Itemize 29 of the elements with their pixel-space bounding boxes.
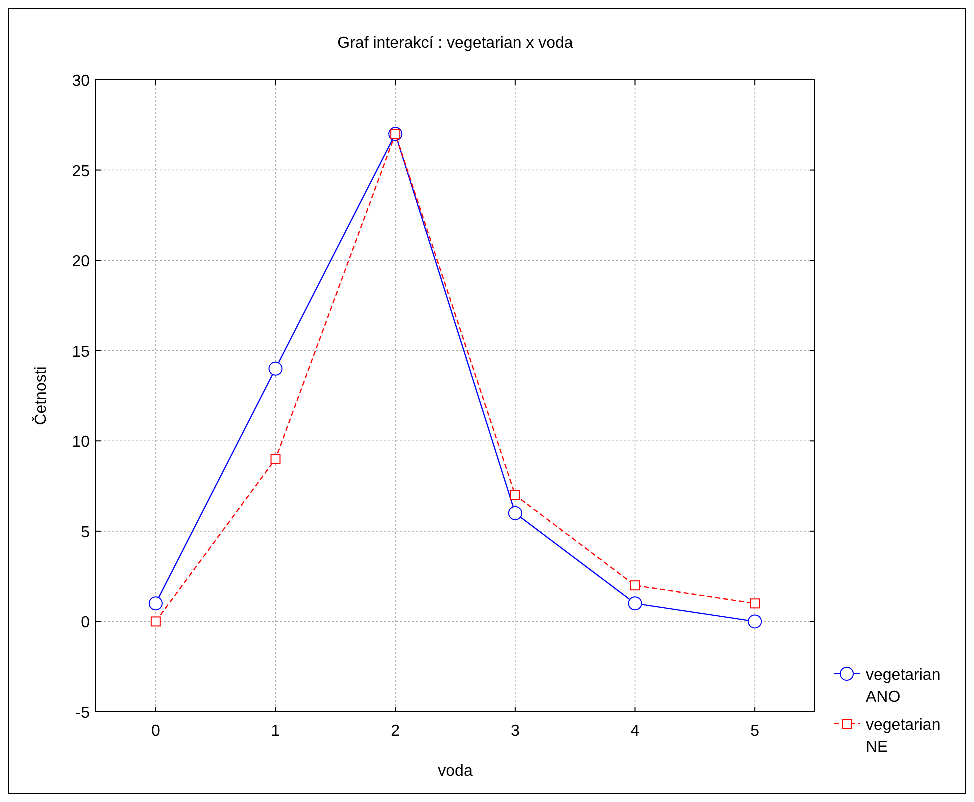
chart-title: Graf interakcí : vegetarian x voda (338, 35, 574, 52)
point (510, 490, 520, 500)
point (270, 454, 281, 464)
point (628, 596, 642, 611)
point (630, 580, 640, 591)
x-axis-title: voda (438, 763, 473, 780)
x-tick-label: 1 (271, 723, 280, 740)
legend-label: vegetarian ANO (866, 667, 941, 706)
x-tick-label: 2 (391, 723, 400, 740)
point (268, 362, 283, 376)
x-tick-label: 3 (510, 723, 520, 740)
point (750, 598, 760, 609)
y-tick-label: 5 (81, 524, 90, 542)
y-tick-label: 25 (72, 163, 90, 180)
point (150, 616, 161, 627)
y-tick-label: -5 (76, 705, 90, 722)
y-tick-label: 10 (72, 434, 90, 452)
point (508, 506, 522, 520)
y-tick-label: 20 (72, 254, 90, 271)
x-tick-label: 0 (151, 723, 160, 740)
point (748, 614, 762, 629)
y-axis-title: Četnosti (32, 366, 50, 426)
x-tick-label: 5 (750, 723, 760, 740)
y-tick-label: 15 (72, 344, 90, 361)
point (148, 596, 163, 611)
x-tick-label: 4 (630, 723, 640, 740)
y-tick-label: 30 (72, 73, 90, 90)
y-tick-label: 0 (81, 614, 90, 632)
legend-label: vegetarian NE (866, 717, 941, 756)
